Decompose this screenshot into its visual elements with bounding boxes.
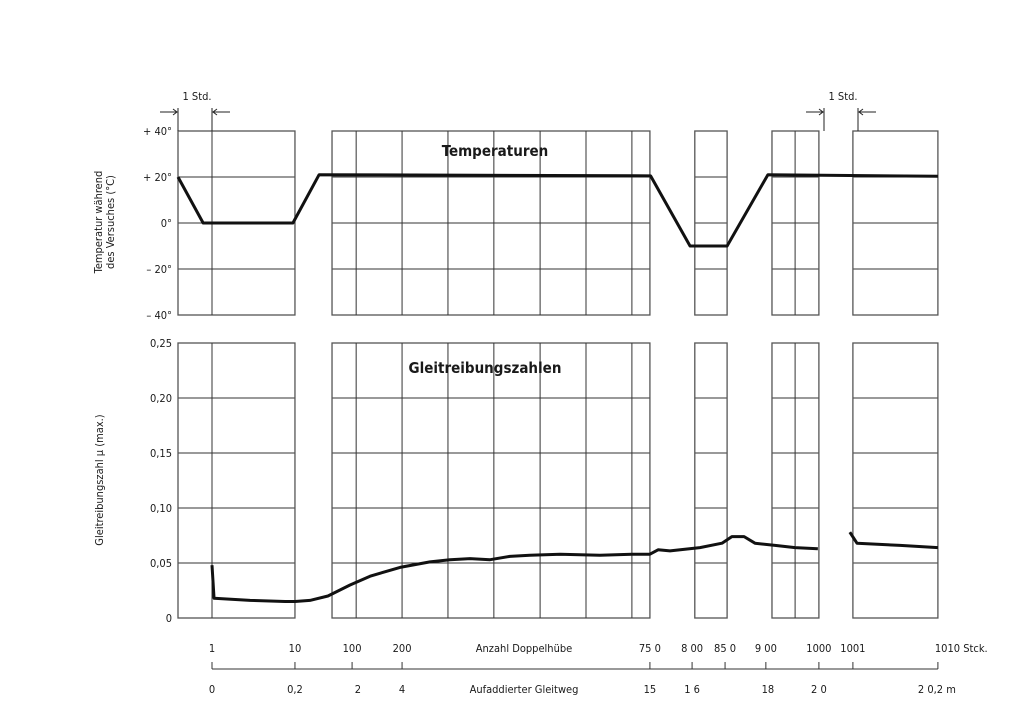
y-tick-label: 0,05 [150,557,172,570]
panel-box [852,130,939,316]
y-tick-label: 0,20 [150,392,172,405]
panel-box [177,342,296,619]
x-tick-label-strokes: 200 [393,642,412,655]
y-tick-label: – 40° [146,309,172,322]
x-axis-title-strokes: Anzahl Doppelhübe [476,642,572,655]
arrow-left-icon [858,108,876,116]
panel-box [331,342,651,619]
time-marker-label: 1 Std. [182,90,211,103]
y-tick-label: + 40° [143,125,172,138]
x-tick-label-distance: 4 [399,683,405,696]
y-tick-label: 0,25 [150,337,172,350]
arrow-right-icon [160,108,178,116]
y-tick-label: 0° [161,217,172,230]
time-marker-label: 1 Std. [828,90,857,103]
panel-box [852,342,939,619]
arrow-left-icon [212,108,230,116]
x-tick-label-strokes: 85 0 [714,642,736,655]
chart-title-friction: Gleitreibungszahlen [409,359,562,377]
x-tick-label-strokes: 1000 [806,642,831,655]
y-axis-label-friction: Gleitreibungszahl μ (max.) [93,414,106,545]
chart-title-temperature: Temperaturen [442,142,549,160]
x-tick-label-distance: 2 0,2 m [918,683,956,696]
x-tick-label-strokes: 1 [209,642,215,655]
x-tick-label-distance: 15 [644,683,657,696]
x-tick-label-strokes: 9 00 [755,642,777,655]
series-line-1-1 [848,531,938,550]
x-axis-title-distance: Aufaddierter Gleitweg [470,683,579,696]
x-tick-label-strokes: 75 0 [639,642,661,655]
y-tick-label: + 20° [143,171,172,184]
series-line-1-0 [210,535,818,603]
x-tick-label-strokes: 1001 [840,642,865,655]
y-tick-label: 0,15 [150,447,172,460]
y-tick-label: – 20° [146,263,172,276]
y-tick-label: 0 [166,612,172,625]
panel-box [331,130,651,316]
x-tick-label-strokes: 100 [343,642,362,655]
x-tick-label-strokes: 10 [289,642,302,655]
x-tick-label-distance: 2 [355,683,361,696]
panel-box [694,342,728,619]
x-tick-label-distance: 18 [762,683,775,696]
panel-box [694,130,728,316]
x-tick-label-distance: 2 0 [811,683,827,696]
x-tick-label-distance: 0 [209,683,215,696]
arrow-right-icon [806,108,824,116]
x-tick-label-distance: 0,2 [287,683,303,696]
y-axis-label-line2: des Versuches (°C) [104,175,117,269]
panel-box [177,130,296,316]
x-tick-label-distance: 1 6 [684,683,700,696]
series-line-0-0 [176,173,938,248]
x-tick-label-strokes: 8 00 [681,642,703,655]
y-axis-label-line1: Temperatur während [92,171,105,275]
y-tick-label: 0,10 [150,502,172,515]
x-tick-label-strokes: 1010 Stck. [935,642,988,655]
